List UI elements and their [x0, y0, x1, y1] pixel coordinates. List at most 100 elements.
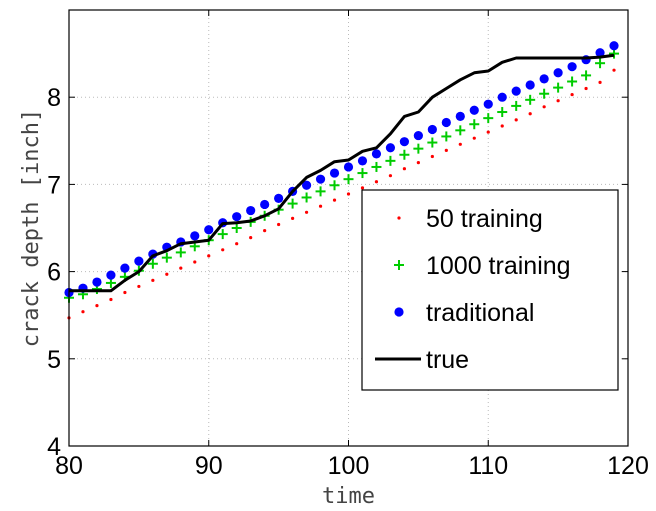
data-point-50-training	[584, 86, 588, 91]
data-point-50-training	[207, 254, 211, 258]
y-tick-label: 5	[47, 346, 61, 374]
data-point-1000-training	[581, 70, 592, 81]
data-point-traditional	[134, 256, 144, 266]
data-point-50-training	[137, 284, 141, 289]
data-point-50-training	[332, 198, 337, 202]
data-point-50-training	[109, 297, 113, 302]
data-point-1000-training	[413, 143, 424, 154]
data-point-50-training	[542, 105, 546, 109]
data-point-traditional	[525, 80, 535, 90]
data-point-traditional	[204, 225, 214, 235]
data-point-50-training	[151, 278, 155, 282]
data-point-50-training	[528, 112, 532, 116]
data-point-50-training	[235, 242, 239, 246]
data-point-50-training	[598, 80, 602, 84]
data-point-traditional	[441, 117, 451, 128]
data-point-traditional	[106, 270, 116, 280]
data-point-1000-training	[315, 186, 326, 197]
data-point-1000-training	[301, 192, 312, 203]
data-point-traditional	[92, 277, 102, 287]
data-point-50-training	[472, 136, 476, 140]
data-point-1000-training	[175, 247, 186, 258]
data-point-1000-training	[357, 168, 368, 179]
data-point-1000-training	[329, 180, 340, 191]
data-point-traditional	[357, 156, 368, 166]
data-point-1000-training	[553, 82, 564, 93]
data-point-traditional	[595, 48, 605, 58]
data-point-1000-training	[371, 161, 382, 172]
data-point-1000-training	[483, 113, 494, 124]
data-point-traditional	[301, 180, 312, 190]
data-point-1000-training	[147, 258, 158, 269]
x-axis-label: time	[322, 484, 375, 509]
data-point-traditional	[539, 74, 549, 84]
data-point-traditional	[413, 130, 423, 141]
data-point-50-training	[458, 142, 462, 146]
legend-box	[361, 189, 619, 391]
legend-swatch-1000-training	[394, 260, 404, 270]
data-point-1000-training	[427, 137, 438, 148]
data-point-1000-training	[595, 58, 606, 69]
data-point-50-training	[556, 99, 560, 103]
data-point-50-training	[291, 216, 295, 221]
data-point-50-training	[165, 272, 169, 276]
y-tick-label: 6	[47, 259, 61, 287]
data-point-1000-training	[469, 119, 480, 130]
data-point-50-training	[193, 260, 197, 264]
x-tick-label: 100	[328, 452, 370, 480]
data-point-traditional	[385, 143, 396, 153]
data-point-50-training	[249, 235, 253, 240]
data-point-traditional	[469, 105, 479, 115]
data-point-traditional	[232, 212, 242, 222]
data-point-50-training	[277, 222, 281, 227]
grid	[69, 10, 628, 446]
data-point-1000-training	[539, 88, 550, 99]
data-point-1000-training	[441, 131, 452, 142]
series-layer	[64, 41, 620, 320]
data-point-traditional	[260, 199, 270, 210]
data-point-50-training	[95, 304, 99, 308]
data-point-traditional	[190, 231, 200, 241]
data-point-1000-training	[399, 149, 410, 160]
data-point-traditional	[567, 62, 577, 72]
y-axis-label: crack depth [inch]	[19, 109, 44, 347]
data-point-traditional	[497, 92, 507, 102]
data-point-50-training	[179, 266, 183, 270]
data-point-50-training	[570, 92, 574, 97]
data-point-1000-training	[455, 125, 466, 136]
legend-label: 1000 training	[426, 252, 571, 280]
legend-label: traditional	[426, 299, 534, 327]
data-point-traditional	[246, 205, 256, 216]
data-point-traditional	[399, 137, 409, 147]
data-point-50-training	[374, 180, 379, 184]
data-point-50-training	[263, 229, 267, 233]
data-point-1000-training	[525, 94, 536, 105]
y-tick-label: 8	[47, 84, 61, 112]
x-tick-label: 80	[55, 452, 83, 480]
data-point-1000-training	[217, 229, 228, 240]
series-1000-training	[64, 48, 620, 303]
x-tick-label: 110	[468, 452, 508, 480]
data-point-1000-training	[567, 76, 578, 87]
data-point-1000-training	[161, 252, 172, 263]
data-point-1000-training	[343, 174, 354, 185]
data-point-1000-training	[385, 155, 396, 166]
data-point-1000-training	[497, 107, 508, 118]
y-tick-label: 4	[47, 433, 61, 461]
legend-swatch-traditional	[394, 307, 404, 317]
data-point-50-training	[360, 186, 365, 190]
data-point-traditional	[483, 99, 493, 109]
data-point-1000-training	[511, 100, 522, 111]
data-point-50-training	[500, 124, 504, 128]
data-point-traditional	[274, 193, 284, 203]
data-point-50-training	[444, 148, 448, 152]
data-point-50-training	[123, 290, 127, 295]
series-50-training	[67, 68, 616, 320]
x-tick-label: 90	[195, 452, 223, 480]
legend: 50 training 1000 training traditional true	[361, 189, 619, 391]
ticks: 80 90 100 110 120 4 5 6 7 8	[47, 10, 649, 480]
data-point-1000-training	[287, 198, 298, 209]
data-point-50-training	[486, 130, 490, 134]
data-point-50-training	[514, 118, 518, 122]
